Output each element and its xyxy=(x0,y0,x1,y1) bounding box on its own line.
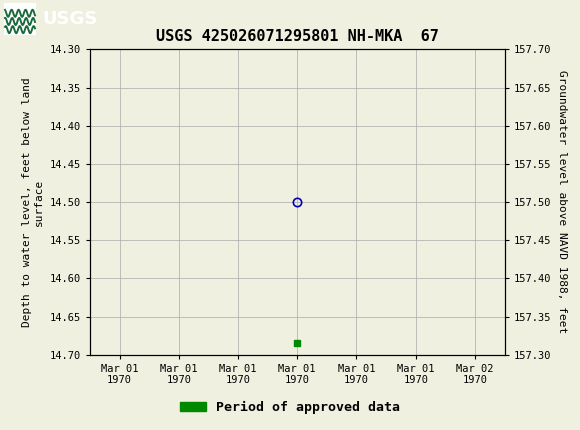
Y-axis label: Depth to water level, feet below land
surface: Depth to water level, feet below land su… xyxy=(23,77,44,327)
Text: USGS: USGS xyxy=(42,10,97,28)
Bar xyxy=(4,3,36,35)
Title: USGS 425026071295801 NH-MKA  67: USGS 425026071295801 NH-MKA 67 xyxy=(156,29,438,44)
Legend: Period of approved data: Period of approved data xyxy=(174,396,406,419)
Y-axis label: Groundwater level above NAVD 1988, feet: Groundwater level above NAVD 1988, feet xyxy=(557,71,567,334)
